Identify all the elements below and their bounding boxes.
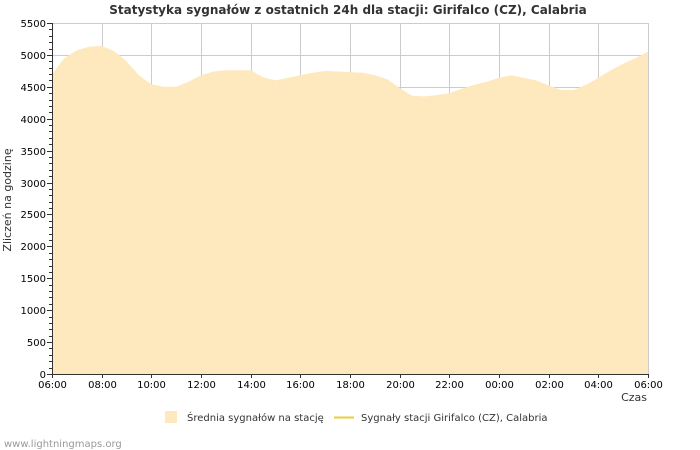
x-tick-label: 18:00	[336, 380, 365, 391]
x-tick-label: 12:00	[187, 380, 216, 391]
y-tick-label: 2500	[21, 210, 46, 221]
credit-text: www.lightningmaps.org	[4, 439, 122, 450]
legend: Średnia sygnałów na stację Sygnały stacji…	[165, 411, 548, 424]
x-tick-label: 08:00	[88, 380, 117, 391]
y-tick-label: 3000	[21, 179, 46, 190]
x-tick-label: 04:00	[584, 380, 613, 391]
legend-label-average: Średnia sygnałów na stację	[187, 411, 324, 424]
legend-label-station: Sygnały stacji Girifalco (CZ), Calabria	[361, 413, 548, 424]
x-axis-title: Czas	[621, 391, 647, 404]
x-tick-label: 06:00	[634, 380, 663, 391]
x-tick-label: 22:00	[435, 380, 464, 391]
x-tick-label: 06:00	[38, 380, 67, 391]
y-tick-label: 1500	[21, 274, 46, 285]
y-tick-label: 0	[40, 370, 46, 381]
y-tick-label: 500	[27, 338, 46, 349]
axes: 0 500 1000 1500 2000 2500 3000 3500 4000 4500 5000…	[21, 19, 663, 391]
y-tick-label: 2000	[21, 242, 46, 253]
plot-area	[52, 46, 648, 374]
y-tick-label: 5000	[21, 51, 46, 62]
x-tick-label: 00:00	[485, 380, 514, 391]
y-tick-label: 3500	[21, 147, 46, 158]
x-tick-label: 14:00	[237, 380, 266, 391]
x-tick-label: 02:00	[535, 380, 564, 391]
y-tick-label: 5500	[21, 19, 46, 30]
y-tick-label: 4500	[21, 83, 46, 94]
y-axis-title: Zliczeń na godzinę	[1, 148, 14, 251]
average-signals-area	[52, 46, 648, 374]
legend-swatch-average	[165, 411, 177, 423]
x-tick-label: 10:00	[137, 380, 166, 391]
x-tick-label: 16:00	[286, 380, 315, 391]
y-tick-label: 4000	[21, 115, 46, 126]
chart-title: Statystyka sygnałów z ostatnich 24h dla …	[109, 3, 586, 17]
y-tick-label: 1000	[21, 306, 46, 317]
x-tick-label: 20:00	[386, 380, 415, 391]
